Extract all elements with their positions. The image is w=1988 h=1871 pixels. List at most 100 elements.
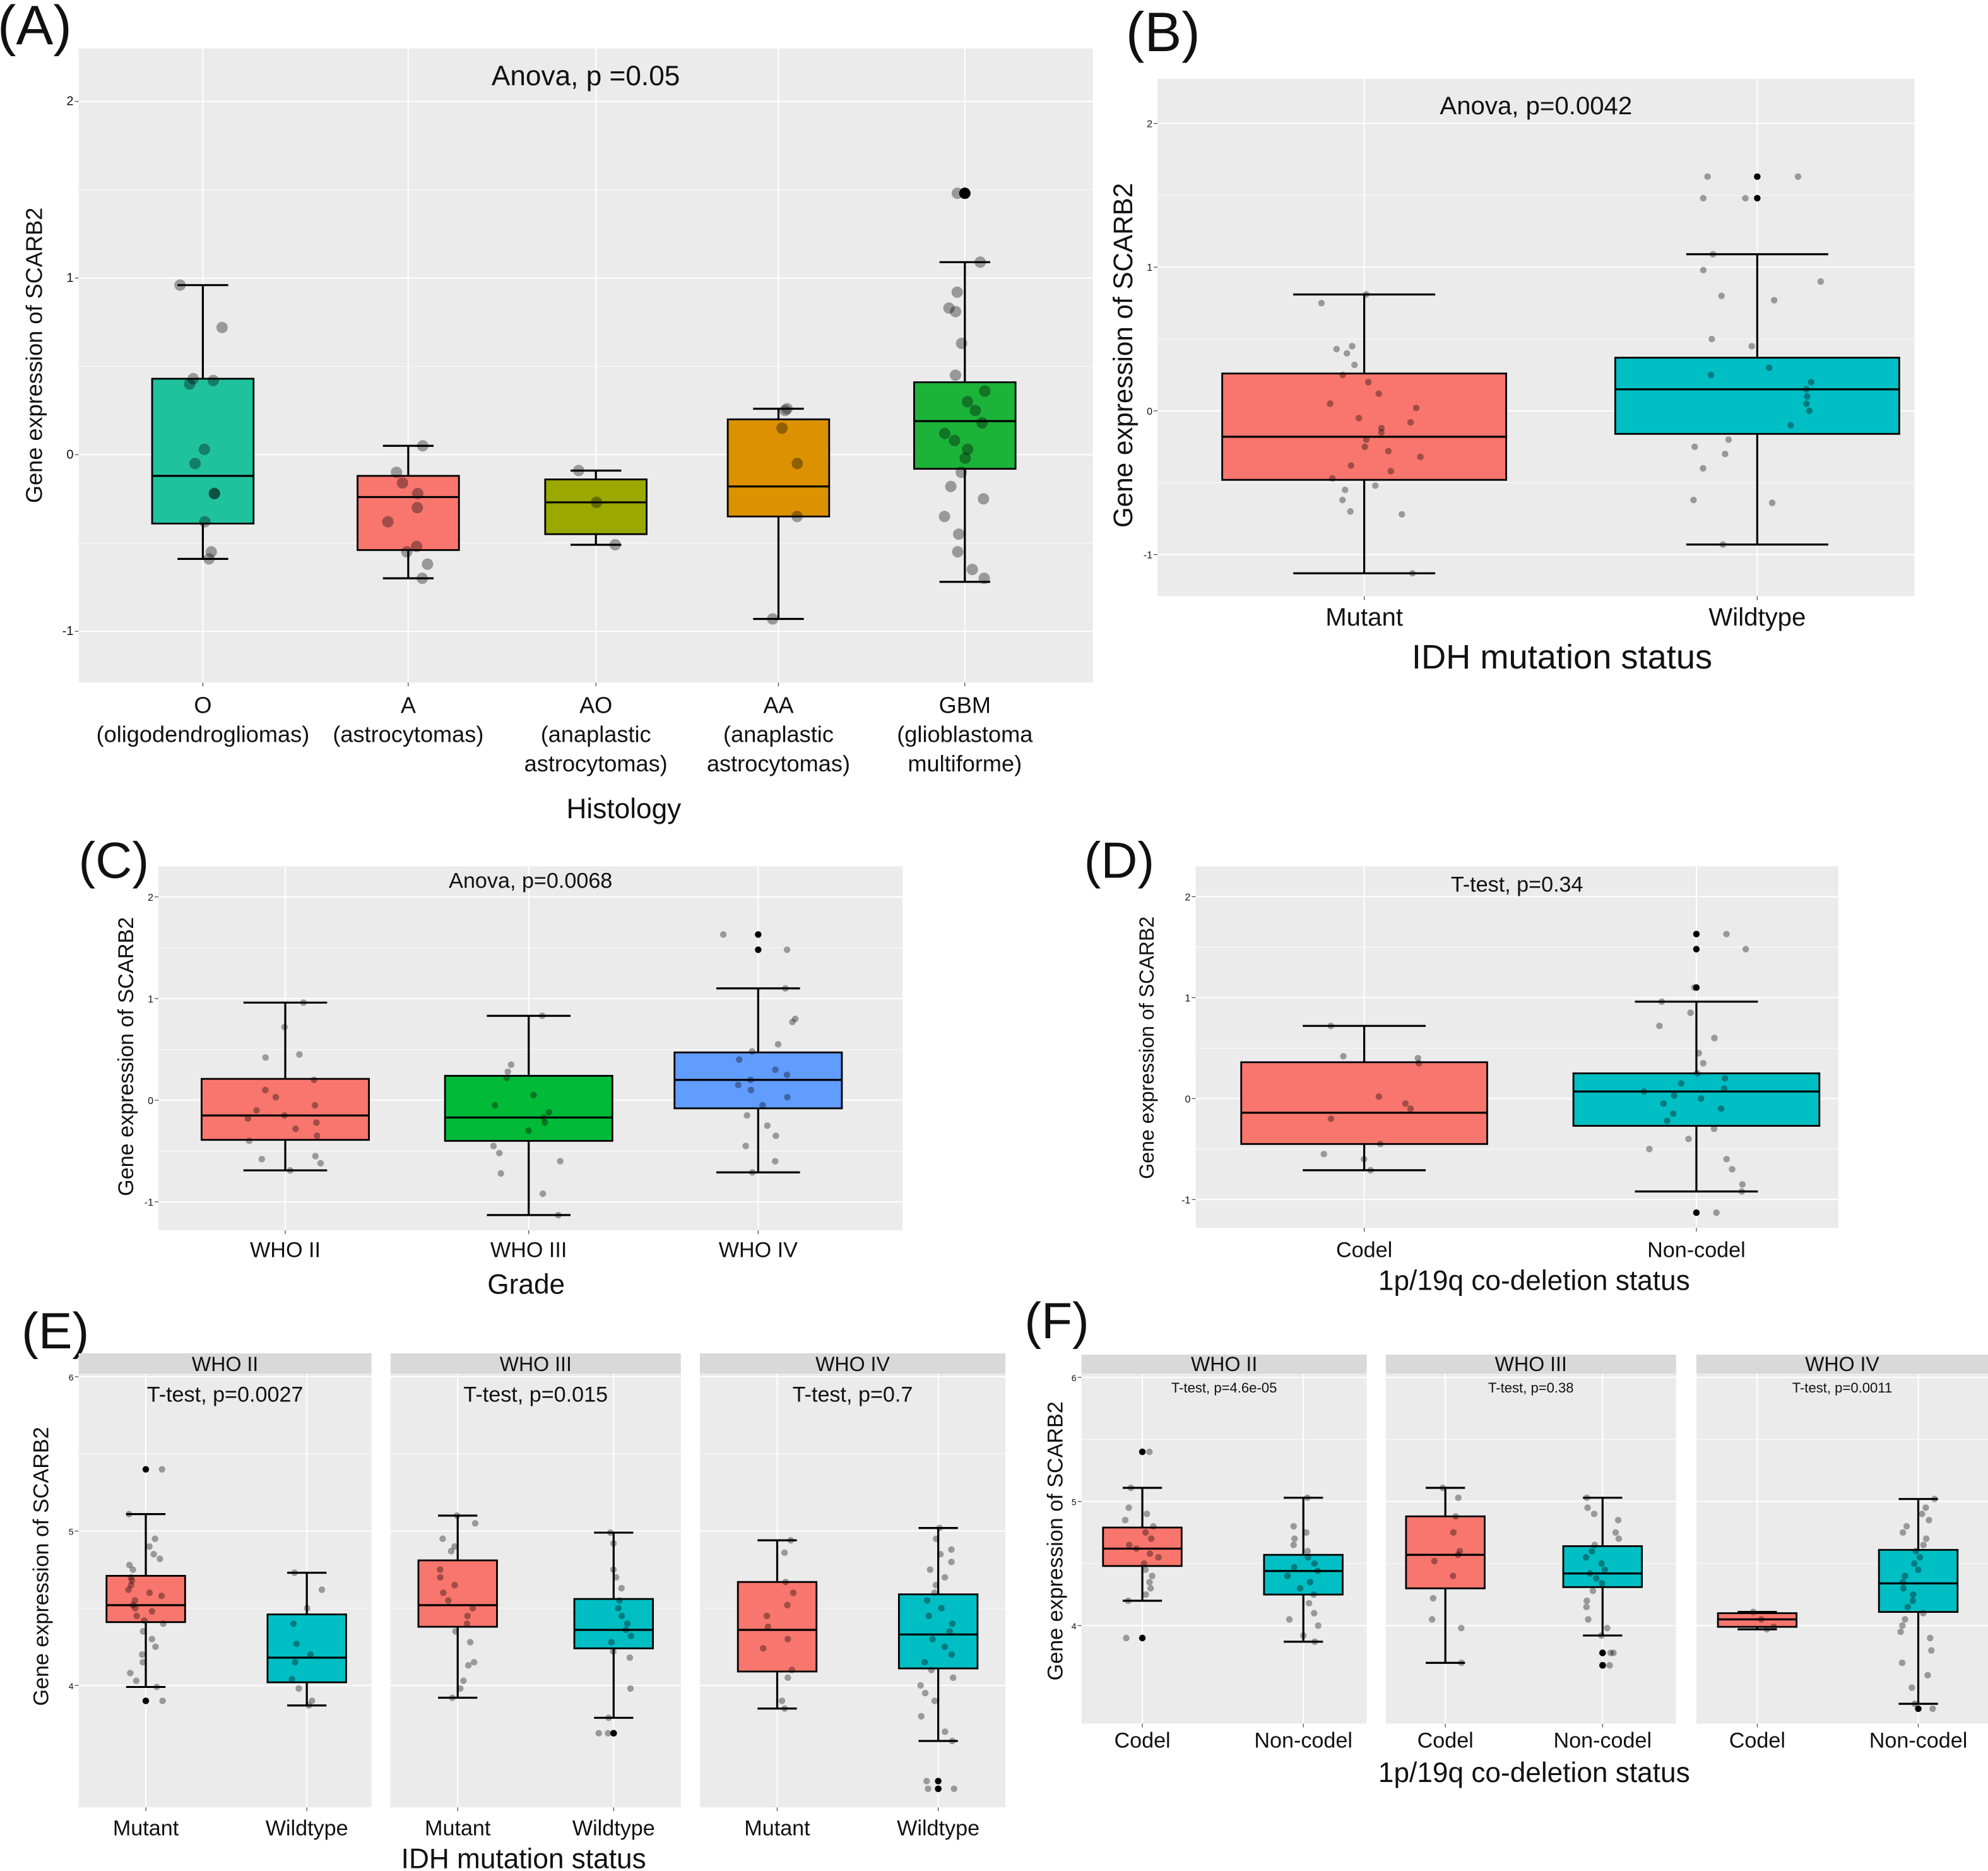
data-point	[1452, 1512, 1459, 1520]
y-axis-title: Gene expression of SCARB2	[1108, 183, 1138, 528]
box	[1221, 372, 1508, 481]
data-point	[1327, 400, 1334, 407]
data-point	[460, 1677, 467, 1684]
data-point	[787, 1536, 795, 1544]
data-point	[591, 496, 603, 508]
x-category-label: Non-codel	[1254, 1729, 1352, 1753]
data-point	[595, 1730, 602, 1737]
data-point	[198, 443, 210, 455]
y-tick-label: 6	[1072, 1373, 1077, 1383]
data-point	[1671, 1092, 1677, 1099]
x-category-label: Non-codel	[1553, 1729, 1652, 1753]
data-point	[1305, 1553, 1311, 1561]
data-point	[978, 493, 990, 505]
data-point	[974, 256, 986, 268]
y-tick-label: 6	[69, 1372, 74, 1382]
data-point	[148, 1636, 155, 1642]
data-point	[545, 1109, 553, 1116]
data-point	[789, 1018, 796, 1026]
data-point	[208, 487, 220, 499]
data-point	[139, 1659, 146, 1666]
panel-letter: (F)	[1024, 1293, 1089, 1350]
data-point	[262, 1086, 269, 1094]
data-point	[129, 1601, 136, 1609]
data-point	[956, 337, 967, 350]
data-point	[281, 1023, 288, 1031]
data-point	[949, 369, 961, 381]
box-group: Non-codel	[1869, 1495, 1967, 1753]
y-axis-title: Gene expression of SCARB2	[21, 208, 47, 503]
data-point	[253, 1107, 260, 1114]
data-point	[1598, 1632, 1605, 1639]
facet: WHO IV T-test, p=0.7 Mutant Wildtype	[699, 1353, 1006, 1840]
data-point	[1700, 1060, 1707, 1067]
data-point	[1310, 1591, 1317, 1598]
data-point	[1610, 1649, 1617, 1656]
y-tick-label: 0	[1185, 1093, 1190, 1105]
data-point	[936, 1524, 943, 1531]
data-point	[952, 546, 964, 558]
data-point	[938, 427, 950, 439]
box	[444, 1074, 613, 1142]
data-point	[557, 1158, 564, 1165]
data-point	[312, 1153, 319, 1160]
plot-background	[78, 48, 1093, 683]
box	[544, 478, 648, 535]
data-point	[1327, 1115, 1335, 1122]
data-point	[292, 1659, 299, 1666]
data-point	[1914, 1566, 1922, 1573]
data-point	[1719, 541, 1727, 548]
data-point	[772, 1132, 779, 1139]
data-point	[618, 1584, 625, 1592]
data-point	[932, 1581, 940, 1589]
data-point	[504, 1068, 511, 1076]
data-point	[921, 1689, 929, 1697]
data-point	[1147, 1535, 1155, 1542]
data-point	[139, 1651, 146, 1658]
data-point	[311, 1076, 317, 1083]
x-category-label: WHO III	[490, 1238, 567, 1262]
data-point	[133, 1612, 140, 1620]
data-point	[945, 480, 957, 492]
y-tick-label: 0	[1147, 406, 1152, 417]
outlier-point	[1139, 1448, 1146, 1456]
x-category-label: AO	[579, 692, 612, 718]
data-point	[1612, 1529, 1619, 1536]
data-point	[948, 1651, 955, 1658]
outlier-point	[755, 946, 762, 953]
panel-c: (C) -1 0 1 2 Anova, p=0.0068 WHO II WHO III WHO …	[79, 833, 903, 1300]
data-point	[1817, 278, 1825, 285]
data-point	[1640, 1088, 1648, 1095]
data-point	[1898, 1659, 1906, 1666]
data-point	[1910, 1560, 1918, 1567]
y-tick-label: 4	[69, 1681, 74, 1691]
box	[1614, 357, 1900, 435]
data-point	[1584, 1504, 1591, 1511]
data-point	[615, 1605, 622, 1612]
data-point	[1290, 1541, 1297, 1548]
data-point	[1431, 1557, 1438, 1565]
data-point	[132, 1605, 139, 1612]
data-point	[292, 1125, 299, 1132]
data-point	[127, 1581, 134, 1589]
data-point	[153, 1684, 160, 1690]
x-axis-title: IDH mutation status	[1412, 638, 1712, 676]
y-tick-label: 0	[148, 1095, 153, 1107]
data-point	[1904, 1603, 1911, 1610]
data-point	[1589, 1548, 1595, 1555]
data-point	[452, 1628, 459, 1635]
data-point	[1660, 1100, 1667, 1107]
data-point	[735, 1081, 742, 1088]
data-point	[272, 1093, 280, 1101]
data-point	[1586, 1570, 1594, 1577]
data-point	[1450, 1529, 1457, 1536]
data-point	[791, 511, 803, 523]
data-point	[1721, 1075, 1729, 1082]
box-group: Mutant	[1221, 291, 1508, 631]
data-point	[1723, 930, 1730, 937]
data-point	[605, 1714, 612, 1721]
data-point	[1387, 468, 1394, 475]
box-group: AA (anaplastic astrocytomas)	[707, 403, 850, 776]
data-point	[1583, 1494, 1590, 1501]
data-point	[244, 1115, 251, 1122]
